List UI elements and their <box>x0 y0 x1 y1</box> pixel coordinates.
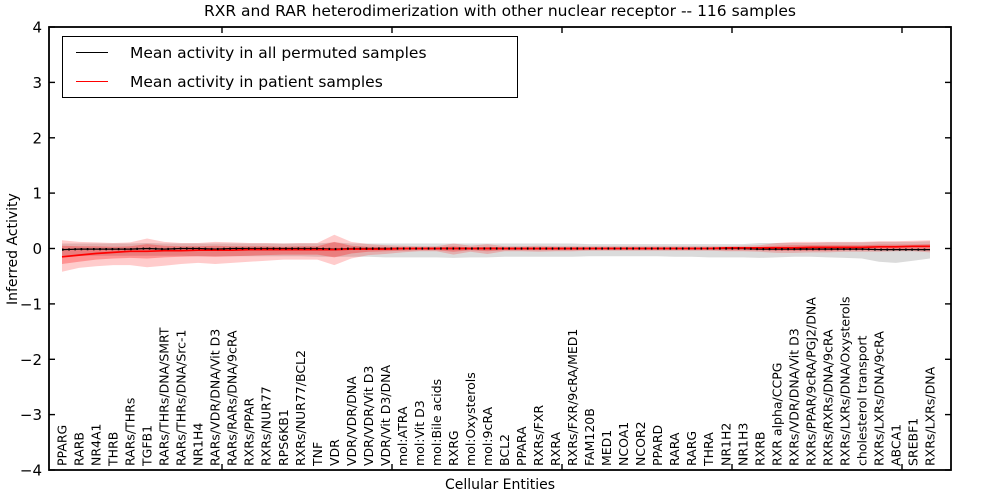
y-tick-label: −2 <box>20 351 42 369</box>
category-label: THRA <box>701 432 716 467</box>
band-1-patient-samples-range-outer <box>62 234 930 272</box>
category-label: PPARG <box>55 425 70 466</box>
category-label: RXRs/LXRs/DNA/9cRA <box>871 331 886 466</box>
category-label: mol:9cRA <box>480 406 495 466</box>
category-label: RARA <box>667 432 682 466</box>
band-0-permuted-samples-range <box>62 241 930 263</box>
legend: Mean activity in all permuted samples Me… <box>62 36 518 98</box>
category-label: ABCA1 <box>889 424 904 466</box>
category-label: VDR/Vit D3/DNA <box>378 365 393 466</box>
y-tick-label: −4 <box>20 462 42 480</box>
y-axis-label: Inferred Activity <box>5 193 21 305</box>
category-label: TNF <box>310 442 325 467</box>
category-label: PPARD <box>650 425 665 466</box>
category-label: RXRs/FXR/9cRA/MED1 <box>565 329 580 466</box>
category-label: RARs/VDR/DNA/Vit D3 <box>208 329 223 466</box>
y-tick-label: 2 <box>32 129 42 147</box>
category-label: NR1H3 <box>735 423 750 466</box>
category-label: RARs/THRs/DNA/SMRT <box>157 327 172 466</box>
y-tick-label: 0 <box>32 240 42 258</box>
chart-title: RXR and RAR heterodimerization with othe… <box>203 2 797 20</box>
legend-label-permuted: Mean activity in all permuted samples <box>130 43 427 62</box>
category-label: RXRs/LXRs/DNA <box>923 366 938 466</box>
legend-item-permuted: Mean activity in all permuted samples <box>76 42 517 64</box>
category-label: THRB <box>106 432 121 467</box>
category-label: RARB <box>72 432 87 466</box>
category-label: RARs/RARs/DNA/9cRA <box>225 330 240 466</box>
category-label: MED1 <box>599 430 614 466</box>
category-label: NR1H4 <box>191 423 206 466</box>
category-label: NR1H2 <box>718 423 733 466</box>
category-label: cholesterol transport <box>854 335 869 466</box>
category-label: mol:ATRA <box>395 406 410 466</box>
category-label: VDR/VDR/DNA <box>344 376 359 466</box>
y-tick-label: −3 <box>20 406 42 424</box>
category-label: RARs/THRs <box>123 398 138 466</box>
category-label: mol:Oxysterols <box>463 372 478 466</box>
category-label: RXRs/PPAR <box>242 398 257 466</box>
category-label: NCOA1 <box>616 422 631 466</box>
category-label: mol:Vit D3 <box>412 400 427 466</box>
legend-label-patient: Mean activity in patient samples <box>130 72 383 91</box>
category-label: VDR/VDR/Vit D3 <box>361 366 376 466</box>
category-label: RXRs/RXRs/DNA/9cRA <box>820 329 835 466</box>
category-label: RXRs/VDR/DNA/Vit D3 <box>786 328 801 466</box>
category-label: RXRs/PPAR/9cRA/PGJ2/DNA <box>803 297 818 466</box>
category-label: RXRA <box>548 432 563 466</box>
y-tick-label: 3 <box>32 74 42 92</box>
legend-line-patient-icon <box>76 81 108 82</box>
y-tick-label: −1 <box>20 295 42 313</box>
category-label: RXRs/FXR <box>531 405 546 466</box>
category-label: FAM120B <box>582 408 597 466</box>
category-label: NR4A1 <box>89 424 104 467</box>
category-label: RXRs/NUR77/BCL2 <box>293 350 308 466</box>
category-label: mol:Bile acids <box>429 379 444 466</box>
category-label: RXRs/NUR77 <box>259 386 274 466</box>
category-label: RARs/THRs/DNA/Src-1 <box>174 330 189 466</box>
category-label: BCL2 <box>497 434 512 466</box>
category-label: RXRG <box>446 430 461 466</box>
legend-item-patient: Mean activity in patient samples <box>76 71 517 93</box>
category-label: TGFB1 <box>140 425 155 467</box>
category-label: RARG <box>684 431 699 466</box>
permuted-mean-dot-markers <box>61 247 930 251</box>
category-label: SREBF1 <box>906 418 921 466</box>
y-tick-label: 1 <box>32 185 42 203</box>
category-label: RPS6KB1 <box>276 409 291 466</box>
category-label: RXRs/LXRs/DNA/Oxysterols <box>837 296 852 466</box>
category-label: RXR alpha/CCPG <box>769 363 784 466</box>
category-label: PPARA <box>514 426 529 466</box>
category-label: RXRB <box>752 431 767 466</box>
y-tick-label: 4 <box>32 19 42 37</box>
legend-line-permuted-icon <box>76 52 108 53</box>
x-axis-label: Cellular Entities <box>444 477 556 493</box>
category-label: VDR <box>327 439 342 466</box>
category-label: NCOR2 <box>633 421 648 466</box>
